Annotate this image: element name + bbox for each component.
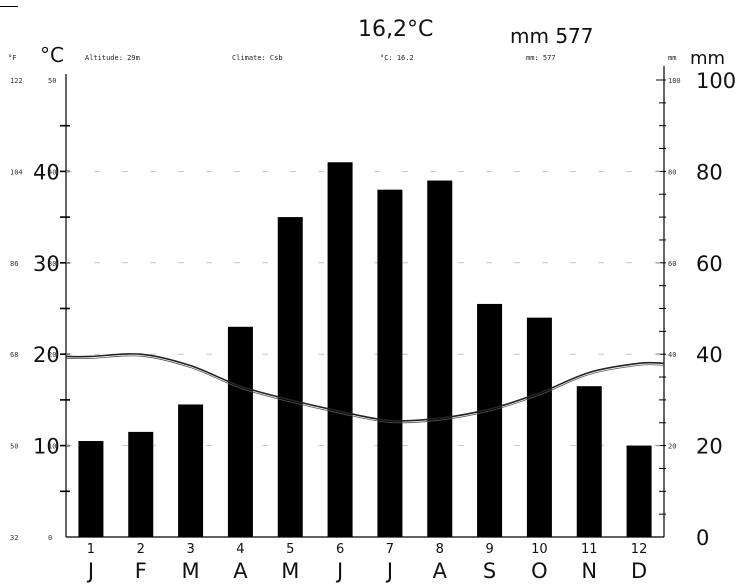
celsius-tick-label: 0 <box>48 534 52 542</box>
celsius-tick-label: 20 <box>48 351 56 359</box>
fahrenheit-tick-label: 32 <box>10 534 18 542</box>
month-number-label: 11 <box>581 542 598 557</box>
bar-d-12 <box>626 445 652 537</box>
fahrenheit-tick-label: 122 <box>10 77 23 85</box>
precip-label: mm: 577 <box>526 54 556 62</box>
mm-hand-label: 60 <box>696 252 723 276</box>
grid-lines <box>66 170 664 447</box>
mm-hand-label: 20 <box>696 435 723 459</box>
annual-temp-note: 16,2°C <box>358 17 433 42</box>
month-letter-label: A <box>433 559 448 583</box>
month-labels: 1 J 2 F 3 M 4 A 5 M 6 J 7 J 8 A 9 S 10 O 11 N 12 D <box>86 542 648 583</box>
month-number-label: 12 <box>631 542 648 557</box>
mm-tick-label: 40 <box>668 351 676 359</box>
mm-tick-label: 20 <box>668 443 676 451</box>
month-number-label: 1 <box>87 542 95 557</box>
month-letter-label: J <box>86 559 94 583</box>
celsius-tick-label: 10 <box>48 443 56 451</box>
bar-m-5 <box>277 217 303 537</box>
bar-a-4 <box>227 326 253 537</box>
mm-hand-label: 80 <box>696 160 723 184</box>
fahrenheit-axis-title: °F <box>8 54 16 62</box>
bar-j-7 <box>377 189 403 537</box>
month-number-label: 5 <box>286 542 294 557</box>
month-letter-label: F <box>135 559 147 583</box>
bar-series <box>78 162 652 538</box>
bar-f-2 <box>128 431 154 537</box>
month-number-label: 10 <box>531 542 548 557</box>
celsius-tick-label: 40 <box>48 168 56 176</box>
mm-tick-labels: 20 40 60 80 100 <box>668 77 681 451</box>
bar-m-3 <box>178 404 204 537</box>
celsius-hand-label: 30 <box>33 252 60 276</box>
right-printed-axis-title: mm <box>668 54 676 62</box>
month-letter-label: A <box>233 559 248 583</box>
fahrenheit-tick-label: 68 <box>10 351 18 359</box>
fahrenheit-tick-label: 50 <box>10 443 18 451</box>
month-number-label: 2 <box>137 542 145 557</box>
month-letter-label: M <box>281 559 299 583</box>
celsius-hand-label: 40 <box>33 160 60 184</box>
bar-j-6 <box>327 162 353 537</box>
temp-label: °C: 16.2 <box>380 54 414 62</box>
celsius-tick-label: 30 <box>48 260 56 268</box>
celsius-axis-title: °C <box>40 43 64 67</box>
month-letter-label: N <box>581 559 597 583</box>
fahrenheit-tick-labels: 32 50 68 86 104 122 <box>10 77 23 542</box>
altitude-label: Altitude: 29m <box>85 54 140 62</box>
bar-j-1 <box>78 441 104 537</box>
celsius-hand-label: 20 <box>33 343 60 367</box>
month-letter-label: J <box>335 559 343 583</box>
mm-tick-label: 80 <box>668 168 676 176</box>
precip-line-trace <box>65 355 665 424</box>
month-number-label: 9 <box>485 542 493 557</box>
month-number-label: 7 <box>386 542 394 557</box>
mm-axis-title: mm <box>690 48 725 69</box>
precip-line <box>65 353 665 422</box>
mm-tick-label: 100 <box>668 77 681 85</box>
month-letter-label: M <box>182 559 200 583</box>
climate-label: Climate: Csb <box>232 54 283 62</box>
mm-hand-labels: 0 20 40 60 80 100 <box>696 69 736 550</box>
celsius-hand-label: 10 <box>33 435 60 459</box>
celsius-tick-labels: 0 10 20 30 40 50 <box>48 77 56 542</box>
fahrenheit-tick-label: 104 <box>10 168 23 176</box>
bar-n-11 <box>576 386 602 537</box>
mm-hand-label: 40 <box>696 343 723 367</box>
month-letter-label: O <box>531 559 548 583</box>
celsius-tick-label: 50 <box>48 77 56 85</box>
mm-tick-label: 60 <box>668 260 676 268</box>
annual-precip-note: mm 577 <box>510 24 594 48</box>
mm-hand-label: 0 <box>696 526 709 550</box>
bar-s-9 <box>477 303 503 537</box>
month-number-label: 4 <box>236 542 244 557</box>
line-series <box>65 353 665 424</box>
bar-a-8 <box>427 180 453 538</box>
month-number-label: 8 <box>436 542 444 557</box>
month-number-label: 3 <box>186 542 194 557</box>
bar-o-10 <box>526 317 552 537</box>
month-letter-label: S <box>483 559 496 583</box>
month-number-label: 6 <box>336 542 344 557</box>
celsius-hand-labels: 10 20 30 40 <box>33 160 60 458</box>
month-letter-label: J <box>385 559 393 583</box>
corner-mark <box>0 0 18 7</box>
mm-hand-label: 100 <box>696 69 736 93</box>
month-letter-label: D <box>631 559 647 583</box>
fahrenheit-tick-label: 86 <box>10 260 18 268</box>
